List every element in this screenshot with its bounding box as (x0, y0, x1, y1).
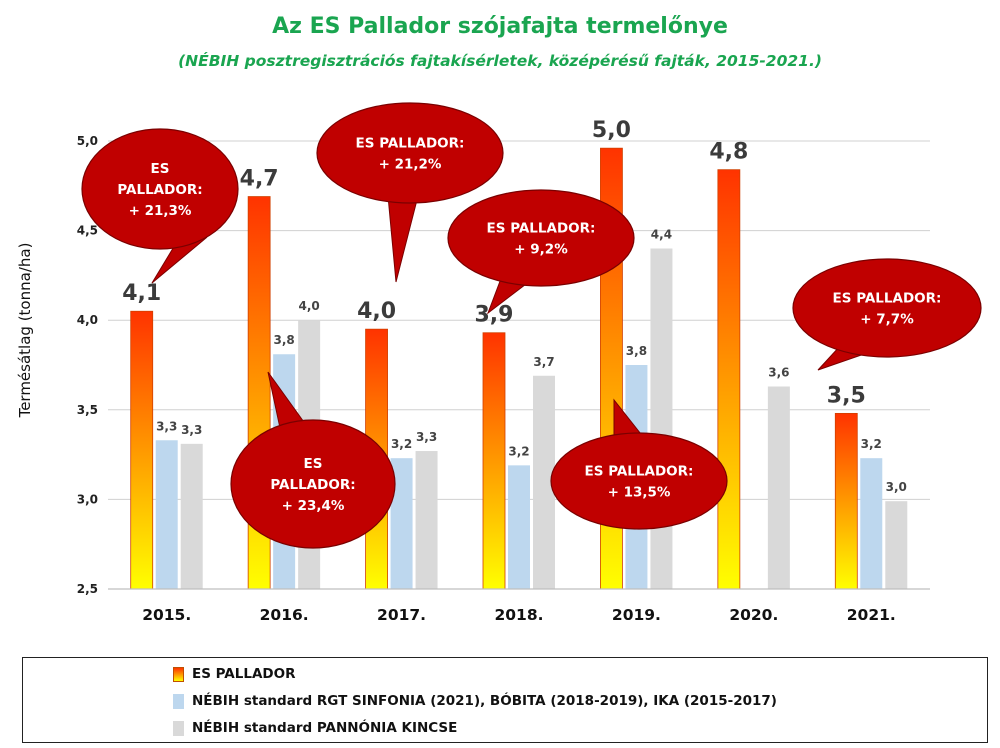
callout-ellipse (550, 432, 728, 530)
y-tick-label: 5,0 (77, 134, 98, 148)
data-label: 4,1 (122, 281, 161, 306)
x-tick-label: 2021. (847, 606, 896, 624)
bar-standard-2 (885, 501, 908, 589)
legend-item-standard-2: NÉBIH standard PANNÓNIA KINCSE (173, 716, 457, 740)
data-label: 3,2 (861, 437, 882, 451)
data-label: 3,3 (181, 423, 202, 437)
callout-text: + 23,4% (282, 498, 345, 514)
callout-bubble: ES PALLADOR: + 9,2% (447, 189, 635, 315)
bar-pallador (130, 310, 154, 590)
callout-pointer (387, 195, 419, 283)
callout-ellipse (316, 102, 504, 204)
callout-text: ES (304, 456, 323, 472)
bar-standard-1 (390, 458, 413, 589)
callout-text: ES PALLADOR: (356, 136, 465, 152)
y-tick-label: 3,0 (77, 492, 98, 506)
bar-standard-1 (508, 465, 530, 589)
data-label: 3,2 (508, 444, 529, 458)
callout-bubble: ES PALLADOR: + 21,2% (316, 102, 504, 283)
bar-standard-2 (415, 451, 438, 589)
legend-swatch-standard-2 (173, 720, 184, 736)
callout-text: ES PALLADOR: (585, 464, 694, 480)
data-label: 4,8 (709, 140, 748, 165)
data-label: 3,3 (416, 430, 437, 444)
legend-swatch-standard-1 (173, 693, 184, 709)
callout-text: + 13,5% (608, 485, 671, 501)
callout-text: + 21,3% (129, 203, 192, 219)
legend-item-standard-1: NÉBIH standard RGT SINFONIA (2021), BÓBI… (173, 689, 777, 713)
bar-chart: 4,13,3 3,34,73,84,0 4,03,23,33,93,23,75,03… (16, 102, 982, 624)
callout-ellipse (447, 189, 635, 287)
data-label: 3,5 (827, 383, 866, 408)
x-tick-label: 2017. (377, 606, 426, 624)
legend-label-standard-2: NÉBIH standard PANNÓNIA KINCSE (192, 720, 458, 736)
callout-text: PALLADOR: (270, 477, 355, 493)
legend-swatch-pallador (173, 666, 184, 682)
y-tick-label: 3,5 (77, 403, 98, 417)
callout-text: ES PALLADOR: (487, 221, 596, 237)
bar-standard-1 (860, 458, 883, 589)
bar-pallador (482, 332, 506, 590)
callout-bubble: ES PALLADOR: + 7,7% (792, 258, 982, 371)
data-label: 4,7 (240, 167, 279, 192)
y-tick-label: 4,5 (77, 224, 98, 238)
callout-text: ES (151, 161, 170, 177)
callout-ellipse (792, 258, 982, 358)
data-label: 3,0 (886, 480, 907, 494)
callout-text: ES PALLADOR: (833, 291, 942, 307)
x-tick-label: 2019. (612, 606, 661, 624)
data-label: 3,7 (533, 355, 554, 369)
data-label: 3,8 (274, 333, 295, 347)
bar-standard-2 (650, 248, 673, 589)
bar-standard-2 (533, 375, 555, 589)
x-tick-label: 2015. (142, 606, 191, 624)
x-tick-label: 2018. (494, 606, 543, 624)
legend: ES PALLADOR NÉBIH standard RGT SINFONIA … (22, 657, 988, 743)
bar-pallador (717, 169, 741, 590)
data-label: 4,4 (651, 228, 672, 242)
y-axis-label: Termésátlag (tonna/ha) (16, 243, 34, 419)
legend-label-pallador: ES PALLADOR (192, 666, 296, 682)
x-tick-label: 2020. (729, 606, 778, 624)
callout-bubble: ES PALLADOR: + 21,3% (81, 128, 239, 284)
callout-ellipse (230, 419, 396, 549)
data-label: 3,8 (626, 344, 647, 358)
data-label: 4,0 (299, 299, 320, 313)
bars: 4,13,3 3,34,73,84,0 4,03,23,33,93,23,75,03… (122, 118, 908, 590)
callout-text: + 21,2% (379, 157, 442, 173)
callout-bubble: ES PALLADOR: + 13,5% (550, 398, 728, 530)
y-tick-label: 4,0 (77, 313, 98, 327)
bar-standard-2 (767, 386, 790, 589)
data-label: 3,6 (768, 366, 789, 380)
callout-ellipse (81, 128, 239, 250)
y-tick-label: 2,5 (77, 582, 98, 596)
callout-bubble: ES PALLADOR: + 23,4% (230, 371, 396, 549)
bar-standard-1 (155, 440, 178, 589)
legend-label-standard-1: NÉBIH standard RGT SINFONIA (2021), BÓBI… (192, 693, 777, 709)
chart-subtitle: (NÉBIH posztregisztrációs fajtakísérlete… (178, 52, 822, 70)
bar-standard-2 (180, 443, 203, 589)
chart-title: Az ES Pallador szójafajta termelőnye (272, 14, 728, 39)
data-label: 3,2 (391, 437, 412, 451)
callout-text: PALLADOR: (117, 182, 202, 198)
bar-pallador (834, 412, 858, 590)
data-label: 5,0 (592, 118, 631, 143)
axes: 2,5 3,0 3,5 4,0 4,5 5,0 2015. 2016. 2017. 2018. 20… (77, 134, 930, 624)
legend-item-pallador: ES PALLADOR (173, 662, 295, 686)
x-tick-label: 2016. (260, 606, 309, 624)
data-label: 4,0 (357, 299, 396, 324)
data-label: 3,3 (156, 419, 177, 433)
callout-text: + 9,2% (514, 242, 568, 258)
callout-text: + 7,7% (860, 312, 914, 328)
